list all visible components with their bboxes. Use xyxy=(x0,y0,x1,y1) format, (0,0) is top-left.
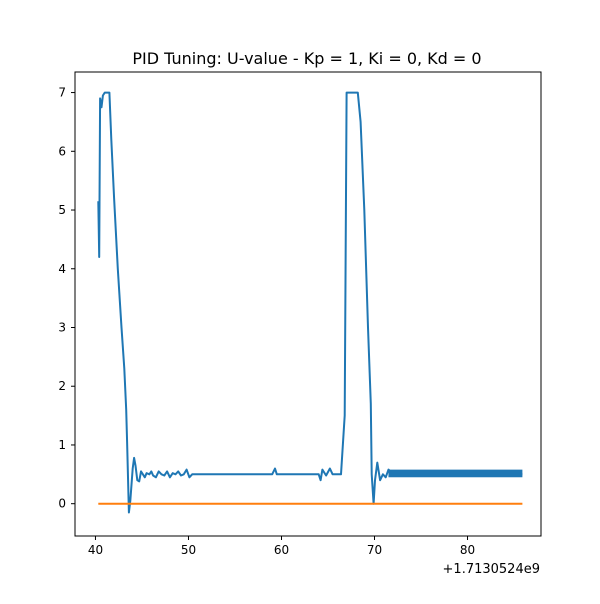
y-tick-label: 1 xyxy=(58,438,66,452)
y-tick-label: 4 xyxy=(58,262,66,276)
x-tick-label: 50 xyxy=(181,543,196,557)
series-line-0 xyxy=(97,91,523,514)
x-axis-offset-label: +1.7130524e9 xyxy=(443,562,540,577)
plot-area xyxy=(97,91,523,514)
y-tick-label: 7 xyxy=(58,86,66,100)
oscillation-band xyxy=(388,469,523,478)
axes-frame xyxy=(74,71,542,537)
x-tick-label: 70 xyxy=(367,543,382,557)
y-tick-label: 0 xyxy=(58,497,66,511)
y-tick-label: 2 xyxy=(58,379,66,393)
x-tick-label: 60 xyxy=(274,543,289,557)
y-tick-label: 5 xyxy=(58,203,66,217)
x-tick-label: 80 xyxy=(460,543,475,557)
x-tick-label: 40 xyxy=(88,543,103,557)
chart-title: PID Tuning: U-value - Kp = 1, Ki = 0, Kd… xyxy=(132,49,481,68)
y-tick-label: 3 xyxy=(58,320,66,334)
y-tick-label: 6 xyxy=(58,144,66,158)
